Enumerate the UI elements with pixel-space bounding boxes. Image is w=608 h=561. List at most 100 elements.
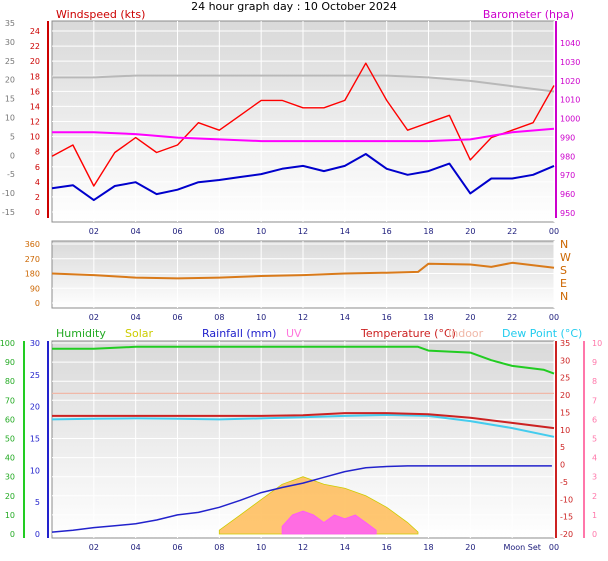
series-baro: [52, 127, 555, 143]
legend-uv: UV: [286, 327, 302, 340]
series-dewpoint: [51, 413, 555, 438]
y-tick-direction: 180: [25, 270, 40, 279]
x-tick-label: 04: [131, 543, 141, 552]
series-uv: [281, 510, 377, 535]
tick-layer: 02 04 06 08 10 12 14 16 18 20 22 002422201816141210…: [2, 19, 580, 236]
y-tick-uv: 2: [592, 492, 597, 501]
y-tick-temp-scale: 35: [5, 19, 15, 28]
y-tick-barometer: 1030: [560, 58, 580, 67]
y-tick-windspeed: 6: [35, 163, 40, 172]
x-tick-label: 12: [298, 543, 308, 552]
y-tick-temp-scale: 15: [5, 95, 15, 104]
y-tick-temp-scale: 0: [10, 151, 15, 160]
y-tick-rain: 30: [30, 339, 40, 348]
x-tick-label: 16: [382, 227, 392, 236]
y-tick-direction: 270: [25, 255, 40, 264]
y-tick-humidity: 0: [10, 530, 15, 539]
y-tick-temp-scale: -10: [2, 189, 15, 198]
y-tick-barometer: 1010: [560, 96, 580, 105]
legend-barometer: Barometer (hpa): [483, 8, 574, 21]
x-tick-label: 10: [256, 227, 266, 236]
y-tick-barometer: 990: [560, 133, 575, 142]
y-tick-barometer: 950: [560, 209, 575, 218]
y-tick-humidity: 100: [0, 339, 15, 348]
y-tick-compass: E: [560, 277, 567, 290]
x-tick-label: 10: [256, 313, 266, 322]
legend-temperature: Temperature (°C): [360, 327, 456, 340]
x-tick-label: 12: [298, 227, 308, 236]
y-tick-rain: 5: [35, 498, 40, 507]
y-tick-windspeed: 16: [30, 87, 40, 96]
y-tick-barometer: 960: [560, 190, 575, 199]
y-tick-humidity: 30: [5, 473, 15, 482]
y-tick-uv: 4: [592, 454, 597, 463]
y-tick-temp-scale: 25: [5, 57, 15, 66]
y-tick-humidity: 20: [5, 492, 15, 501]
tick-layer: 02 04 06 08 10 12 14 16 18 20 Moon Set 001009080706…: [0, 339, 602, 552]
x-tick-label: 18: [423, 227, 433, 236]
legend-humidity: Humidity: [56, 327, 106, 340]
y-tick-windspeed: 12: [30, 118, 40, 127]
y-tick-compass: N: [560, 290, 568, 303]
series-humidity: [52, 345, 555, 375]
x-tick-label: 06: [172, 313, 182, 322]
y-tick-temperature: 30: [560, 356, 570, 365]
y-tick-windspeed: 22: [30, 42, 40, 51]
tick-layer: 02 04 06 08 10 12 14 16 18 20 22 00360270180900NWSE…: [25, 238, 571, 322]
y-tick-humidity: 40: [5, 454, 15, 463]
series-temp: [52, 412, 555, 430]
series-layer: [51, 62, 555, 202]
y-tick-temp-scale: -15: [2, 208, 15, 217]
x-tick-label: Moon Set: [503, 543, 540, 552]
x-tick-label: 14: [340, 313, 350, 322]
series-baro_prev: [52, 74, 555, 93]
y-tick-temp-scale: 30: [5, 38, 15, 47]
x-tick-label: 12: [298, 313, 308, 322]
y-tick-barometer: 1000: [560, 115, 580, 124]
y-tick-temp-scale: 10: [5, 114, 15, 123]
y-tick-temperature: -15: [560, 513, 573, 522]
y-tick-windspeed: 14: [30, 102, 40, 111]
y-tick-windspeed: 10: [30, 133, 40, 142]
y-tick-windspeed: 4: [35, 178, 40, 187]
x-tick-label: 14: [340, 543, 350, 552]
series-rain: [51, 465, 552, 533]
y-tick-uv: 3: [592, 473, 597, 482]
y-tick-humidity: 10: [5, 511, 15, 520]
y-tick-compass: S: [560, 264, 567, 277]
x-tick-label: 10: [256, 543, 266, 552]
y-tick-barometer: 1020: [560, 77, 580, 86]
y-tick-temperature: 5: [560, 443, 565, 452]
x-tick-label: 20: [465, 313, 475, 322]
x-tick-label: 22: [507, 227, 517, 236]
y-tick-temperature: -10: [560, 495, 573, 504]
series-layer: [51, 345, 555, 535]
y-tick-humidity: 50: [5, 435, 15, 444]
y-tick-humidity: 70: [5, 396, 15, 405]
y-tick-uv: 0: [592, 530, 597, 539]
legend-solar: Solar: [125, 327, 154, 340]
y-tick-barometer: 1040: [560, 39, 580, 48]
x-tick-label: 08: [214, 543, 224, 552]
y-tick-windspeed: 24: [30, 27, 40, 36]
x-tick-label: 00: [549, 227, 559, 236]
x-tick-label: 18: [423, 543, 433, 552]
x-tick-label: 00: [549, 543, 559, 552]
panel-wind-direction: 02 04 06 08 10 12 14 16 18 20 22 00360270180900NWSE…: [25, 238, 571, 322]
legend-windspeed: Windspeed (kts): [56, 8, 145, 21]
y-tick-windspeed: 8: [35, 148, 40, 157]
y-tick-humidity: 90: [5, 358, 15, 367]
y-tick-rain: 20: [30, 403, 40, 412]
panel-wind-baro: Windspeed (kts) Barometer (hpa) 02 04 06 08…: [2, 8, 580, 236]
y-tick-uv: 10: [592, 339, 602, 348]
x-tick-label: 08: [214, 313, 224, 322]
y-tick-windspeed: 0: [35, 208, 40, 217]
y-tick-uv: 6: [592, 415, 597, 424]
panel-temp-humidity-rain: Humidity Solar Rainfall (mm) UV Temperat…: [0, 327, 602, 552]
series-dir: [51, 261, 555, 280]
y-tick-windspeed: 20: [30, 57, 40, 66]
x-tick-label: 02: [89, 227, 99, 236]
y-tick-rain: 25: [30, 371, 40, 380]
y-tick-temperature: 10: [560, 426, 570, 435]
y-tick-windspeed: 18: [30, 72, 40, 81]
